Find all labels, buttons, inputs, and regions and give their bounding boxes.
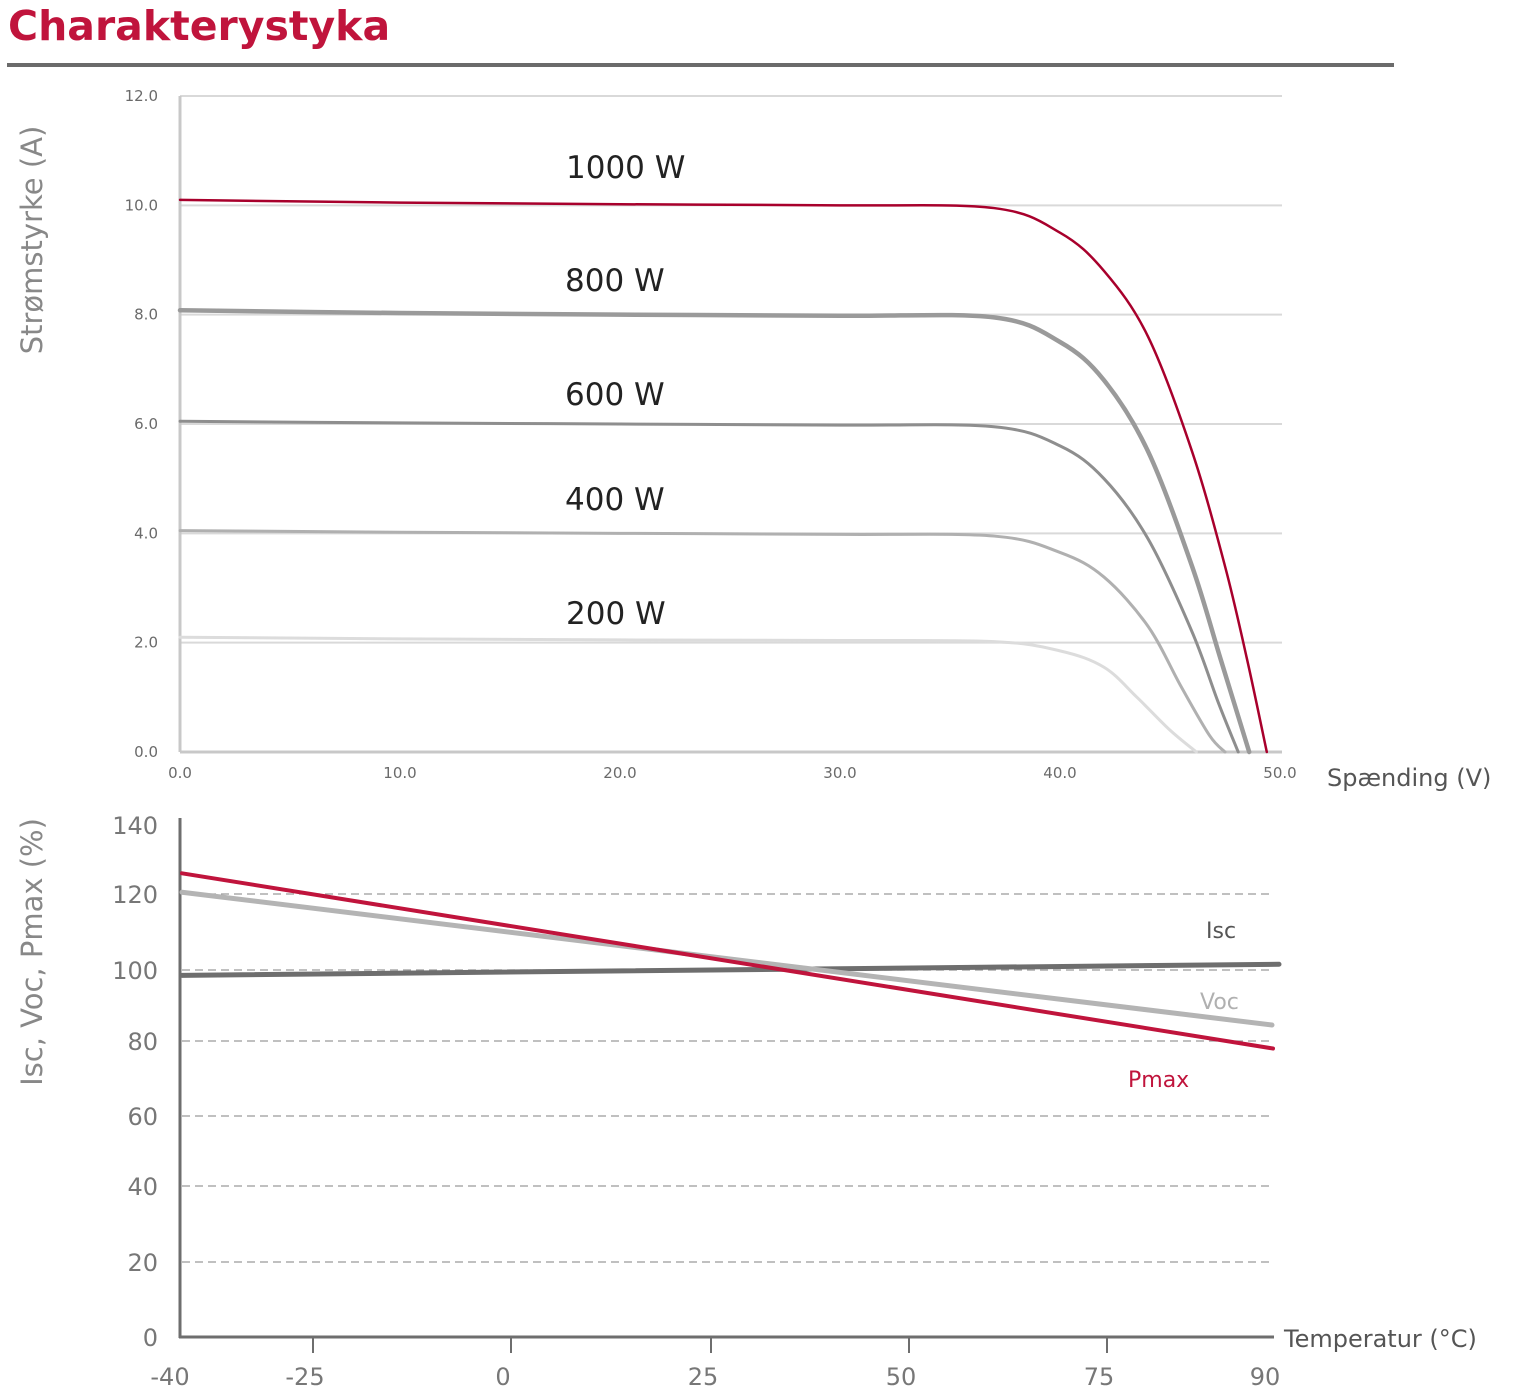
y-tick-label: 0 <box>143 1324 158 1352</box>
title-divider <box>7 63 1394 67</box>
series-label-voc: Voc <box>1200 990 1239 1015</box>
y-axis-label: Strømstyrke (A) <box>15 126 49 355</box>
y-tick-label: 6.0 <box>134 415 158 433</box>
x-tick-label: 0.0 <box>168 764 192 782</box>
x-tick-label: 90 <box>1250 1363 1281 1391</box>
x-tick-label: -25 <box>285 1363 324 1391</box>
x-tick-label: 50 <box>886 1363 917 1391</box>
y-tick-label: 2.0 <box>134 634 158 652</box>
y-tick-label: 140 <box>112 812 158 840</box>
curve-label: 200 W <box>566 596 666 632</box>
y-tick-label: 60 <box>127 1103 158 1131</box>
y-tick-label: 20 <box>127 1249 158 1277</box>
x-axis-label: Spænding (V) <box>1327 764 1491 792</box>
curve-label: 600 W <box>565 377 665 413</box>
x-tick-label: 10.0 <box>383 764 416 782</box>
iv-curve-200w <box>178 635 1198 754</box>
x-tick-label: 30.0 <box>823 764 856 782</box>
iv-curve-600w <box>178 419 1240 754</box>
x-tick-label: 40.0 <box>1043 764 1076 782</box>
y-tick-label: 4.0 <box>134 524 158 542</box>
y-tick-label: 12.0 <box>125 87 158 105</box>
x-axis-label: Temperatur (°C) <box>1283 1325 1477 1353</box>
curve-label: 1000 W <box>566 150 685 186</box>
y-tick-label: 0.0 <box>134 743 158 761</box>
page-title: Charakterystyka <box>8 2 391 50</box>
y-tick-label: 100 <box>112 957 158 985</box>
x-tick-label: 25 <box>688 1363 719 1391</box>
y-tick-label: 120 <box>112 881 158 909</box>
iv-curve-400w <box>178 529 1227 754</box>
y-tick-label: 40 <box>127 1173 158 1201</box>
curve-label: 800 W <box>565 263 665 299</box>
temp-line-isc <box>179 961 1282 978</box>
x-tick-label: -40 <box>150 1363 189 1391</box>
y-axis-label: Isc, Voc, Pmax (%) <box>15 818 49 1086</box>
x-tick-label: 20.0 <box>603 764 636 782</box>
x-tick-label: 75 <box>1084 1363 1115 1391</box>
x-tick-label: 50.0 <box>1263 764 1296 782</box>
iv-curve-chart: 0.0 2.0 4.0 6.0 8.0 10.0 12.0 0.0 10.0 20.0 30.0 40… <box>15 87 1491 792</box>
series-label-isc: Isc <box>1206 919 1236 944</box>
temp-line-voc <box>179 889 1275 1028</box>
series-label-pmax: Pmax <box>1128 1068 1189 1093</box>
iv-curve-1000w <box>178 198 1269 754</box>
curve-label: 400 W <box>565 482 665 518</box>
y-tick-label: 80 <box>127 1028 158 1056</box>
y-tick-label: 8.0 <box>134 306 158 324</box>
x-tick-label: 0 <box>495 1363 510 1391</box>
temp-line-pmax <box>180 871 1275 1051</box>
y-tick-label: 10.0 <box>125 196 158 214</box>
iv-curve-800w <box>177 308 1252 755</box>
